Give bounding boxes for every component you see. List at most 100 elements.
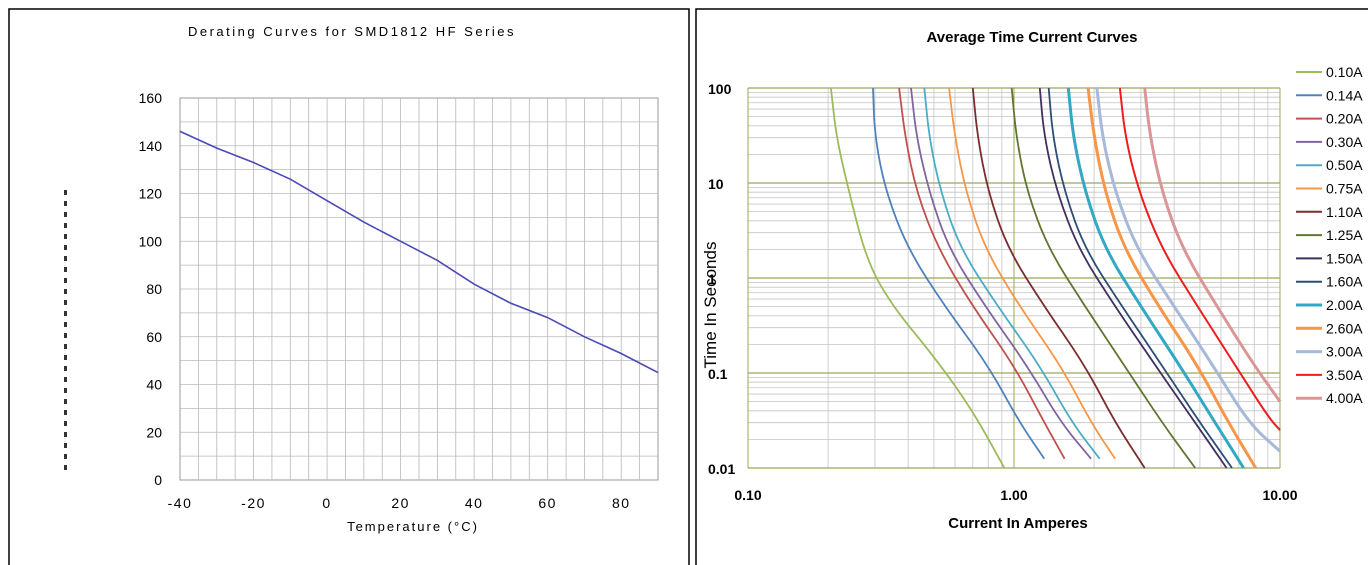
legend-label-1.10A: 1.10A [1326,204,1363,220]
time-current-line-1.25A [1010,87,1196,469]
derating-y-title-dash [64,454,67,459]
time-current-y-tick-label: 0.01 [708,461,735,477]
derating-y-title-dash [64,300,67,305]
derating-y-ticks: 0 20 40 60 80 100 120 140 160 [139,90,163,488]
derating-y-tick-label: 60 [146,329,162,345]
right-panel-border [695,8,1368,565]
derating-x-ticks: -40 -20 0 20 40 60 80 [168,495,631,511]
derating-y-title-dash [64,234,67,239]
time-current-y-tick-label: 10 [708,176,724,192]
derating-y-title-dash [64,377,67,382]
derating-y-title-dash [64,465,67,470]
time-current-line-3.00A [1095,87,1282,453]
legend-label-1.25A: 1.25A [1326,227,1363,243]
time-current-y-tick-label: 0.1 [708,366,728,382]
derating-y-title-dash [64,223,67,228]
legend-label-0.10A: 0.10A [1326,64,1363,80]
derating-x-tick-label: 80 [612,495,631,511]
derating-y-tick-label: 0 [154,472,162,488]
derating-chart-title: Derating Curves for SMD1812 HF Series [188,24,516,39]
legend-label-1.60A: 1.60A [1326,274,1363,290]
legend-label-2.00A: 2.00A [1326,297,1363,313]
derating-grid [179,97,659,481]
left-panel-border [8,8,690,565]
legend-label-0.75A: 0.75A [1326,181,1363,197]
legend-label-3.00A: 3.00A [1326,344,1363,360]
time-current-line-3.50A [1118,87,1281,431]
derating-x-tick-label: 20 [391,495,410,511]
time-current-line-1.50A [1038,87,1228,469]
time-current-x-axis-label: Current In Amperes [948,515,1087,532]
time-current-line-1.10A [971,87,1146,469]
legend-label-0.20A: 0.20A [1326,111,1363,127]
time-current-chart: Average Time Current Curves 0.01 0.1 1 10 10… [701,29,1363,532]
derating-y-title-dash [64,443,67,448]
derating-y-title-dash [64,333,67,338]
time-current-line-0.75A [948,87,1116,460]
legend-label-1.50A: 1.50A [1326,250,1363,266]
legend-label-0.14A: 0.14A [1326,87,1363,103]
derating-y-title-dash [64,201,67,206]
derating-y-title-dash [64,289,67,294]
legend-label-2.60A: 2.60A [1326,320,1363,336]
derating-series [179,130,659,374]
time-current-y-axis-label: Time In Seconds [701,242,720,369]
derating-line [179,130,659,374]
derating-y-tick-label: 140 [139,138,163,154]
time-current-line-0.30A [910,87,1092,460]
time-current-y-tick-label: 100 [708,81,732,97]
time-current-x-tick-label: 10.00 [1262,487,1297,503]
derating-x-tick-label: 40 [465,495,484,511]
derating-y-title-dash [64,267,67,272]
derating-x-tick-label: -40 [168,495,193,511]
derating-x-tick-label: -20 [241,495,266,511]
time-current-x-tick-label: 1.00 [1000,487,1027,503]
derating-y-title-dash [64,212,67,217]
derating-x-tick-label: 0 [322,495,331,511]
derating-y-tick-label: 20 [146,424,162,440]
derating-y-axis-title-mark [64,190,67,470]
time-current-line-0.20A [898,87,1066,460]
derating-y-title-dash [64,344,67,349]
derating-y-title-dash [64,399,67,404]
time-current-x-ticks: 0.10 1.00 10.00 [734,487,1297,503]
time-current-x-tick-label: 0.10 [734,487,761,503]
legend-label-0.30A: 0.30A [1326,134,1363,150]
derating-chart: Derating Curves for SMD1812 HF Series 0 2… [64,24,659,534]
derating-y-tick-label: 40 [146,377,162,393]
time-current-legend: 0.10A 0.14A 0.20A 0.30A 0.50A 0.75A 1.10A 1.25A… [1296,64,1363,406]
derating-y-tick-label: 80 [146,281,162,297]
derating-y-title-dash [64,355,67,360]
time-current-chart-title: Average Time Current Curves [927,29,1138,46]
derating-y-tick-label: 120 [139,186,163,202]
time-current-grid [747,87,1281,469]
derating-y-title-dash [64,388,67,393]
derating-y-title-dash [64,410,67,415]
derating-y-title-dash [64,366,67,371]
time-current-y-ticks: 0.01 0.1 1 10 100 [708,81,735,477]
derating-y-tick-label: 160 [139,90,163,106]
derating-x-tick-label: 60 [538,495,557,511]
time-current-line-0.10A [830,87,1006,469]
derating-y-title-dash [64,190,67,195]
time-current-line-0.50A [923,87,1101,460]
derating-y-tick-label: 100 [139,233,163,249]
derating-y-title-dash [64,278,67,283]
time-current-series [830,87,1282,469]
legend-label-3.50A: 3.50A [1326,367,1363,383]
derating-y-title-dash [64,256,67,261]
derating-y-title-dash [64,432,67,437]
time-current-y-tick-label: 1 [708,271,716,287]
legend-label-4.00A: 4.00A [1326,390,1363,406]
derating-x-axis-label: Temperature (°C) [347,519,479,534]
time-current-line-1.60A [1047,87,1233,469]
derating-y-title-dash [64,245,67,250]
time-current-line-4.00A [1143,87,1282,403]
derating-y-title-dash [64,322,67,327]
time-current-line-2.60A [1086,87,1257,469]
derating-y-title-dash [64,421,67,426]
derating-y-title-dash [64,311,67,316]
time-current-line-0.14A [872,87,1046,460]
time-current-line-2.00A [1066,87,1245,469]
